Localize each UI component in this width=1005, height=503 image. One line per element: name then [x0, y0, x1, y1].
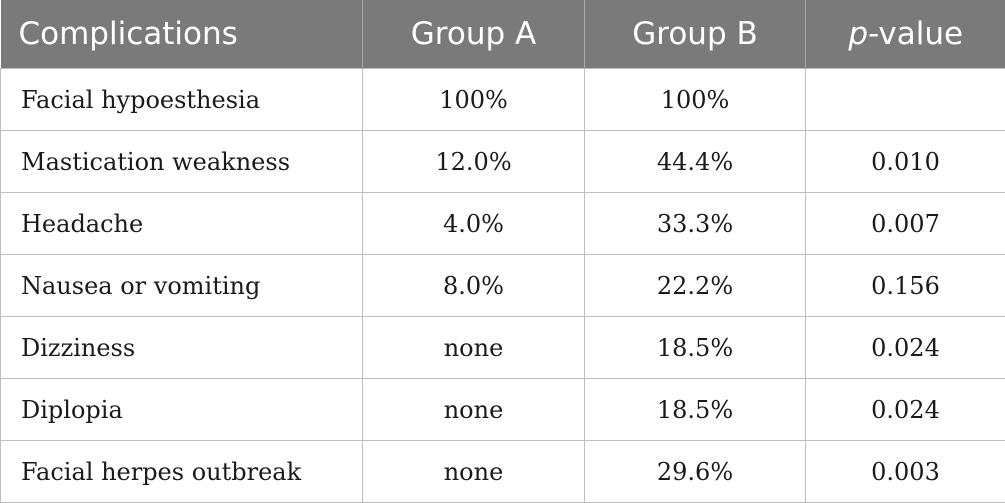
p-value-cell: 0.010 — [806, 131, 1005, 193]
header-p-suffix: -value — [868, 16, 963, 52]
header-row: Complications Group A Group B p-value — [1, 0, 1005, 69]
p-value-cell: 0.003 — [806, 441, 1005, 503]
p-value-cell: 0.024 — [806, 317, 1005, 379]
table-header: Complications Group A Group B p-value — [1, 0, 1005, 69]
group-a-cell: 8.0% — [363, 255, 585, 317]
row-label: Dizziness — [1, 317, 363, 379]
group-b-cell: 33.3% — [585, 193, 806, 255]
row-label: Diplopia — [1, 379, 363, 441]
header-group-a: Group A — [363, 0, 585, 69]
table-row: Diplopia none 18.5% 0.024 — [1, 379, 1005, 441]
p-value-cell — [806, 69, 1005, 131]
table-row: Nausea or vomiting 8.0% 22.2% 0.156 — [1, 255, 1005, 317]
p-value-cell: 0.024 — [806, 379, 1005, 441]
group-a-cell: 4.0% — [363, 193, 585, 255]
group-a-cell: 100% — [363, 69, 585, 131]
row-label: Facial herpes outbreak — [1, 441, 363, 503]
p-value-cell: 0.007 — [806, 193, 1005, 255]
header-p-italic: p — [848, 16, 868, 52]
group-b-cell: 29.6% — [585, 441, 806, 503]
group-b-cell: 22.2% — [585, 255, 806, 317]
group-b-cell: 100% — [585, 69, 806, 131]
header-complications: Complications — [1, 0, 363, 69]
table-body: Facial hypoesthesia 100% 100% Masticatio… — [1, 69, 1005, 503]
table-row: Headache 4.0% 33.3% 0.007 — [1, 193, 1005, 255]
row-label: Mastication weakness — [1, 131, 363, 193]
row-label: Headache — [1, 193, 363, 255]
table-row: Facial hypoesthesia 100% 100% — [1, 69, 1005, 131]
group-b-cell: 18.5% — [585, 317, 806, 379]
group-a-cell: none — [363, 379, 585, 441]
group-b-cell: 44.4% — [585, 131, 806, 193]
group-a-cell: none — [363, 317, 585, 379]
header-group-b: Group B — [585, 0, 806, 69]
group-a-cell: 12.0% — [363, 131, 585, 193]
p-value-cell: 0.156 — [806, 255, 1005, 317]
row-label: Facial hypoesthesia — [1, 69, 363, 131]
group-a-cell: none — [363, 441, 585, 503]
group-b-cell: 18.5% — [585, 379, 806, 441]
header-p-value: p-value — [806, 0, 1005, 69]
table-row: Mastication weakness 12.0% 44.4% 0.010 — [1, 131, 1005, 193]
table-row: Facial herpes outbreak none 29.6% 0.003 — [1, 441, 1005, 503]
row-label: Nausea or vomiting — [1, 255, 363, 317]
table-row: Dizziness none 18.5% 0.024 — [1, 317, 1005, 379]
